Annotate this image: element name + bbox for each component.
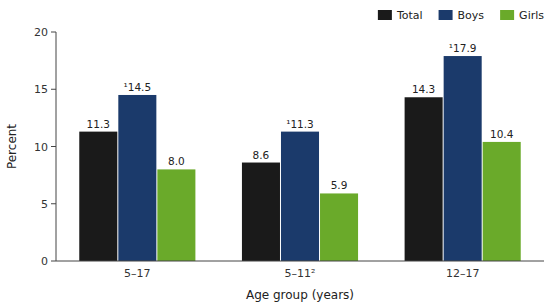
data-label: 14.3: [412, 83, 435, 95]
bar: [444, 56, 482, 261]
legend-swatch: [378, 10, 392, 20]
y-tick: [51, 261, 56, 262]
bar: [118, 95, 156, 261]
legend-swatch: [500, 10, 514, 20]
chart: 11.3 8.6 14.3 ¹14.5 ¹11.3 ¹17.9 8.0 5.9 10.4 0 5 10…: [0, 0, 560, 307]
bar: [320, 193, 358, 261]
bar: [483, 142, 521, 261]
legend-label: Total: [396, 9, 423, 22]
x-tick-label: 5–17: [124, 267, 151, 280]
data-label: ¹11.3: [286, 118, 314, 130]
x-axis-line: [56, 261, 544, 262]
data-label: 11.3: [87, 118, 110, 130]
bar: [79, 132, 117, 261]
y-tick-label: 10: [34, 141, 48, 154]
data-label: 5.9: [331, 179, 348, 191]
y-tick: [51, 32, 56, 33]
legend-label: Boys: [458, 9, 485, 22]
y-tick-label: 0: [41, 255, 48, 268]
bar: [405, 97, 443, 261]
bar: [242, 163, 280, 261]
data-label: ¹17.9: [449, 42, 477, 54]
x-tick-label: 5–11²: [285, 267, 316, 280]
y-tick: [51, 89, 56, 90]
y-tick-label: 20: [34, 26, 48, 39]
bars: [79, 56, 520, 261]
data-label: ¹14.5: [124, 81, 152, 93]
legend-label: Girls: [519, 9, 544, 22]
y-axis-label: Percent: [5, 124, 19, 169]
y-tick: [51, 146, 56, 147]
data-label: 8.0: [168, 155, 185, 167]
x-axis-label: Age group (years): [246, 288, 354, 302]
y-tick: [51, 203, 56, 204]
bar: [281, 132, 319, 261]
data-label: 10.4: [490, 128, 514, 140]
legend: Total Boys Girls: [378, 9, 544, 22]
y-tick-label: 5: [41, 198, 48, 211]
y-tick-label: 15: [34, 83, 48, 96]
legend-swatch: [439, 10, 453, 20]
data-label: 8.6: [253, 149, 270, 161]
bar: [157, 169, 195, 261]
x-tick-label: 12–17: [446, 267, 480, 280]
